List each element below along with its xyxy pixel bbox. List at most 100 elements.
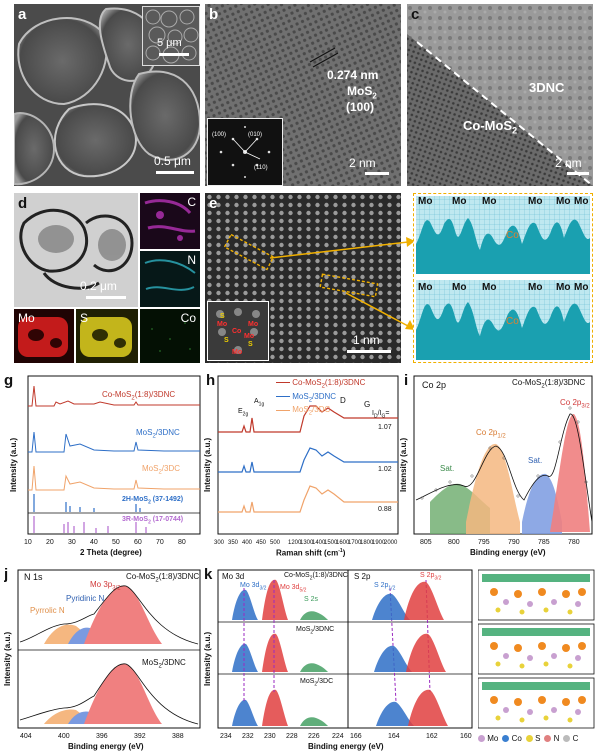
- svg-text:S: S: [248, 341, 253, 348]
- s2p-12: S 2p1/2: [374, 582, 396, 592]
- eds-map-mo: Mo: [14, 309, 74, 363]
- region-co-mos2: Co-MoS2: [463, 118, 518, 136]
- xrd-ylabel: Intensity (a.u.): [9, 437, 18, 492]
- svg-text:500: 500: [270, 540, 281, 546]
- panel-j-n1s: Intensity (a.u.) 404 400 396 392 388 Bindi…: [4, 566, 204, 752]
- panel-a-sem: 5 μm a 0.5 μm: [14, 4, 200, 186]
- panel-f-line-profiles: f Mo Mo Mo Mo Mo Mo Co Mo Mo Mo Mo Mo Mo…: [413, 193, 593, 363]
- inset-scalebar: [159, 53, 189, 56]
- svg-text:400: 400: [58, 733, 70, 740]
- svg-text:20: 20: [46, 539, 54, 546]
- panel-label-e: e: [209, 195, 218, 212]
- raman-ratio-label: ID/IG=: [372, 410, 390, 420]
- s2p-32: S 2p3/2: [420, 572, 442, 582]
- svg-text:1200: 1200: [288, 540, 302, 546]
- raman-ratio-2: 1.02: [378, 466, 392, 473]
- legend-mo: Mo: [478, 734, 498, 743]
- xrd-ref-3r: 3R-MoS2 (17-0744): [122, 516, 184, 526]
- co2p-sample: Co-MoS2(1:8)/3DNC: [512, 378, 586, 390]
- s2p-xticks: 166 164 162 160: [350, 733, 472, 740]
- legend-co: Co: [502, 734, 522, 743]
- svg-text:800: 800: [448, 539, 460, 546]
- svg-text:2000: 2000: [384, 540, 398, 546]
- raman-peak-e2g: E2g: [238, 408, 249, 418]
- co2p-region: Co 2p: [422, 380, 447, 390]
- scalebar-b: [365, 172, 389, 175]
- mo3d-32: Mo 3d3/2: [240, 582, 267, 592]
- svg-text:Mo: Mo: [232, 349, 242, 356]
- panel-label-g: g: [4, 372, 14, 389]
- stem-image: 0.2 μm: [14, 193, 138, 307]
- plane-label: (100): [346, 100, 375, 114]
- scalebar-label-b: 2 nm: [349, 156, 376, 170]
- panel-c-interface: c 3DNC Co-MoS2 2 nm: [407, 4, 593, 186]
- raman-xlabel: Raman shift (cm-1): [276, 548, 346, 558]
- profile2-co: Co: [506, 316, 519, 327]
- svg-text:1900: 1900: [372, 540, 386, 546]
- n1s-ylabel: Intensity (a.u.): [4, 631, 12, 686]
- svg-text:160: 160: [460, 733, 472, 740]
- material-label: MoS2: [347, 84, 377, 101]
- scalebar-a: [156, 171, 194, 174]
- svg-text:228: 228: [286, 733, 298, 740]
- panel-g-xrd: Intensity (a.u.) 10 20 30 40 50 60 70 80 2 T…: [4, 372, 204, 558]
- svg-text:230: 230: [264, 733, 276, 740]
- mo3d-52: Mo 3d5/2: [280, 584, 307, 594]
- svg-text:1500: 1500: [324, 540, 338, 546]
- svg-text:Mo: Mo: [248, 321, 258, 328]
- svg-text:388: 388: [172, 733, 184, 740]
- svg-text:1700: 1700: [348, 540, 362, 546]
- raman-ratio-3: 0.88: [378, 506, 392, 513]
- n1s-sample-1: Co-MoS2(1:8)/3DNC: [126, 572, 200, 584]
- k-sample-1: Co-MoS2(1:8)/3DNC: [284, 572, 348, 582]
- raman-peak-d: D: [340, 396, 346, 405]
- region-3dnc: 3DNC: [529, 80, 565, 95]
- n1s-xticks: 404 400 396 392 388: [20, 733, 184, 740]
- panel-h-raman: Intensity (a.u.) 300 350 400 450 500 1200 1…: [204, 372, 400, 558]
- co2p-xlabel: Binding energy (eV): [470, 548, 546, 557]
- inset-scalebar-label: 5 μm: [157, 37, 182, 49]
- fft-spot-100: (100): [212, 132, 226, 138]
- svg-text:234: 234: [220, 733, 232, 740]
- svg-text:1600: 1600: [336, 540, 350, 546]
- n1s-sample-2: MoS2/3DNC: [142, 658, 186, 670]
- n1s-mo3p: Mo 3p3/2: [90, 580, 121, 592]
- eds-map-co: Co: [140, 309, 200, 363]
- k-sample-2: MoS2/3DNC: [296, 626, 335, 636]
- n1s-xlabel: Binding energy (eV): [68, 742, 144, 751]
- svg-text:166: 166: [350, 733, 362, 740]
- panel-b-hrtem: (100) (010) (110) b 0.274 nm MoS2 (100) …: [205, 4, 401, 186]
- scalebar-label-d: 0.2 μm: [80, 279, 117, 293]
- xrd-legend-3: MoS2/3DC: [142, 464, 181, 476]
- panel-k-mo3d-s2p: Intensity (a.u.) 234 232 230 228 226 224 16…: [204, 566, 476, 752]
- svg-text:785: 785: [538, 539, 550, 546]
- scalebar-d: [86, 296, 126, 299]
- svg-text:S: S: [220, 313, 225, 320]
- eds-label-s: S: [80, 311, 89, 325]
- svg-text:300: 300: [214, 540, 225, 546]
- co2p-2p12: Co 2p1/2: [476, 428, 506, 440]
- scalebar-label-c: 2 nm: [555, 156, 582, 170]
- svg-text:392: 392: [134, 733, 146, 740]
- svg-text:60: 60: [134, 539, 142, 546]
- scalebar-e: [347, 350, 391, 353]
- svg-text:164: 164: [388, 733, 400, 740]
- panel-label-h: h: [206, 372, 216, 389]
- svg-text:795: 795: [478, 539, 490, 546]
- haadf-inset: Mo Mo Co Mo S S Mo S: [207, 301, 269, 361]
- svg-text:790: 790: [508, 539, 520, 546]
- svg-text:162: 162: [426, 733, 438, 740]
- co2p-ylabel: Intensity (a.u.): [400, 437, 408, 492]
- svg-text:40: 40: [90, 539, 98, 546]
- svg-text:350: 350: [228, 540, 239, 546]
- co2p-sat-2: Sat.: [528, 456, 543, 465]
- k-sample-3: MoS2/3DC: [300, 678, 334, 688]
- panel-label-j: j: [4, 566, 9, 583]
- eds-map-s: S: [76, 309, 138, 363]
- k-ylabel: Intensity (a.u.): [204, 631, 212, 686]
- xrd-xticks: 10 20 30 40 50 60 70 80: [24, 539, 186, 546]
- d-spacing: 0.274 nm: [327, 68, 379, 82]
- k-xlabel: Binding energy (eV): [308, 742, 384, 751]
- svg-text:226: 226: [308, 733, 320, 740]
